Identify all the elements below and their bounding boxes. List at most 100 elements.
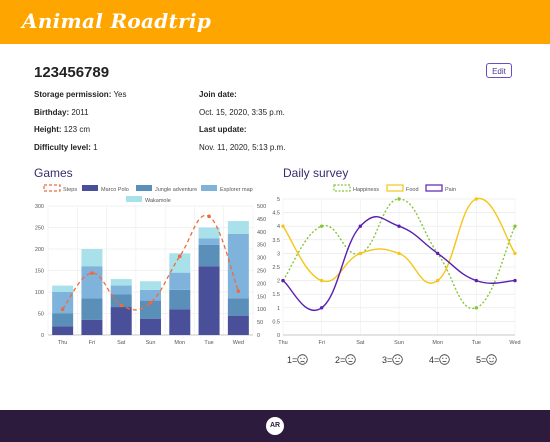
join-date-value: Oct. 15, 2020, 3:35 p.m. (199, 108, 285, 117)
bar-segment (81, 266, 103, 299)
x-tick-label: Mon (432, 340, 443, 346)
scale-item-5: 5= (476, 354, 497, 367)
bar-segment (169, 289, 191, 310)
survey-chart: Happiness Food Pain 0 0.5 1 1.5 2 2.5 3 3.5 4 4.5 5 Th… (272, 184, 521, 346)
y-tick-label: 50 (38, 312, 44, 318)
x-tick-label: Wed (233, 340, 244, 346)
legend-label: Food (406, 187, 419, 193)
x-tick-label: Sat (356, 340, 365, 346)
y2-tick-label: 300 (257, 256, 266, 262)
legend-label: Pain (445, 187, 456, 193)
storage-label: Storage permission: (34, 90, 112, 99)
x-tick-label: Fri (89, 340, 95, 346)
bar-segment (81, 298, 103, 320)
app-title: Animal Roadtrip (22, 9, 212, 33)
scale-label-1: 1= (287, 354, 298, 365)
face-icon (345, 354, 356, 367)
difficulty-level: Difficulty level: 1 (34, 143, 98, 152)
bar-segment (52, 292, 74, 314)
y-tick-label: 3.5 (272, 238, 280, 244)
y2-tick-label: 250 (257, 269, 266, 275)
series-point (435, 251, 440, 256)
bar-segment (140, 300, 161, 319)
y-tick-label: 1 (277, 306, 280, 312)
storage-value: Yes (111, 90, 127, 99)
user-id: 123456789 (34, 64, 110, 81)
scale-label-3: 3= (382, 354, 393, 365)
edit-button[interactable]: Edit (486, 63, 512, 78)
x-tick-label: Mon (174, 340, 185, 346)
bar-segment (140, 318, 161, 335)
y-tick-label: 150 (35, 269, 44, 275)
x-tick-label: Thu (58, 340, 67, 346)
x-tick-label: Sat (117, 340, 126, 346)
legend-swatch (425, 184, 443, 192)
join-date-label: Join date: (199, 90, 237, 99)
footer-logo: AR (266, 417, 284, 435)
y-tick-label: 200 (35, 247, 44, 253)
series-point (513, 251, 517, 256)
steps-point (119, 303, 124, 308)
legend-label: Happiness (353, 187, 379, 193)
bar-segment (198, 266, 220, 335)
steps-line (62, 214, 239, 311)
x-tick-label: Tue (472, 340, 481, 346)
legend-swatch (126, 196, 142, 202)
legend-label: Explorer map (220, 187, 253, 193)
series-point (281, 278, 285, 283)
x-tick-label: Wed (509, 340, 520, 346)
y-tick-label: 0 (277, 333, 280, 339)
birthday-value: 2011 (69, 108, 89, 117)
y2-tick-label: 200 (257, 281, 266, 287)
bar-segment (169, 272, 191, 290)
y-tick-label: 4 (277, 224, 280, 230)
y-tick-label: 2 (277, 279, 280, 285)
scale-item-4: 4= (429, 354, 450, 367)
steps-point (236, 289, 241, 293)
steps-point (177, 254, 182, 259)
bar-segment (198, 238, 220, 245)
series-point (397, 224, 401, 228)
y-tick-label: 2.5 (272, 265, 280, 271)
y2-tick-label: 400 (257, 230, 266, 236)
x-tick-label: Tue (204, 340, 213, 346)
last-update-value: Nov. 11, 2020, 5:13 p.m. (199, 143, 286, 152)
series-point (513, 278, 517, 283)
y2-tick-label: 500 (257, 204, 266, 210)
y-tick-label: 100 (35, 290, 44, 296)
legend-label: Jungle adventure (155, 187, 197, 193)
height: Height: 123 cm (34, 125, 90, 134)
series-point (397, 197, 401, 201)
scale-label-4: 4= (429, 354, 440, 365)
series-point (358, 251, 363, 256)
series-point (319, 224, 324, 228)
legend-swatch (43, 184, 61, 192)
scale-label-5: 5= (476, 354, 487, 365)
legend-swatch (201, 185, 217, 191)
height-value: 123 cm (61, 125, 91, 134)
bar-segment (198, 244, 220, 267)
face-icon (439, 354, 450, 367)
steps-point (90, 271, 94, 275)
series-point (474, 306, 479, 310)
bar-segment (227, 315, 249, 335)
steps-point (60, 307, 65, 311)
y-tick-label: 250 (35, 226, 44, 232)
series-point (319, 306, 324, 310)
bar-segment (227, 221, 249, 234)
bar-segment (110, 294, 132, 308)
scale-label-2: 2= (335, 354, 346, 365)
footer: AR (0, 410, 550, 442)
y2-tick-label: 0 (257, 333, 260, 339)
x-tick-label: Fri (318, 340, 324, 346)
legend-label: Marco Polo (101, 187, 129, 193)
bar-segment (52, 326, 74, 335)
app-header: Animal Roadtrip (0, 0, 550, 44)
series-point (474, 197, 479, 201)
birthday: Birthday: 2011 (34, 108, 89, 117)
series-point (474, 278, 479, 283)
bar-segment (81, 249, 103, 267)
bar-segment (227, 298, 249, 316)
y2-tick-label: 50 (257, 320, 263, 326)
bar-segment (140, 281, 161, 290)
